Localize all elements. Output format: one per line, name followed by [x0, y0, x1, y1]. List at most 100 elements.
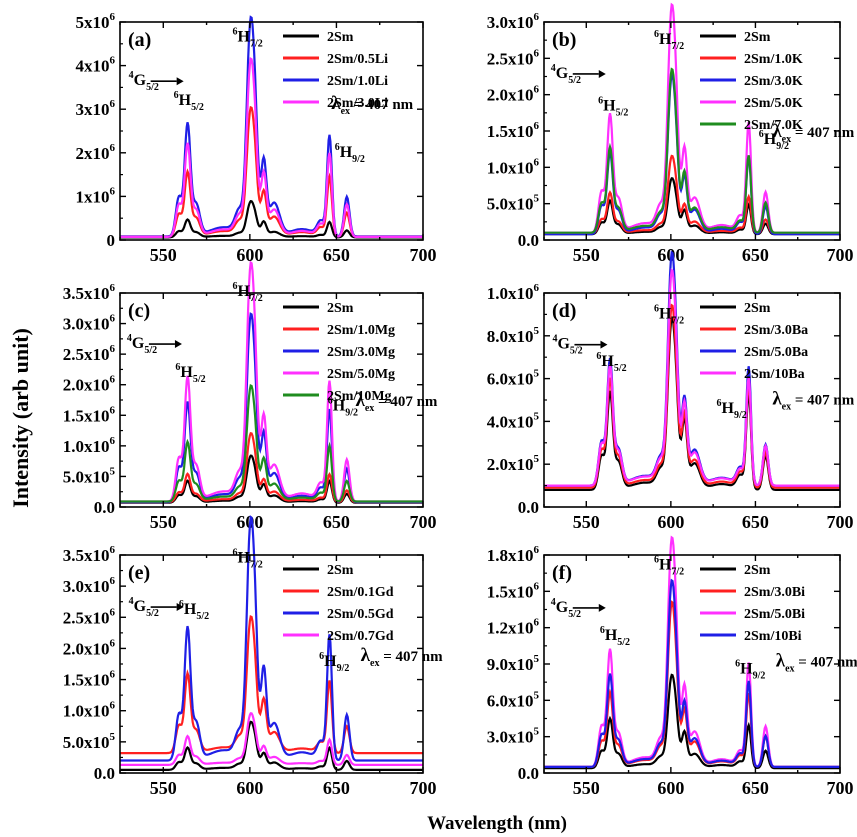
x-axis-label: Wavelength (nm) [427, 813, 567, 834]
legend-entry: 2Sm/10Ba [744, 367, 805, 382]
series-line-1 [120, 105, 423, 238]
legend-entry: 2Sm/5.0Mg [327, 367, 395, 382]
transition-label: 6H5/2 [598, 96, 628, 119]
transition-label: 6H9/2 [335, 142, 365, 165]
series-line-0 [120, 454, 423, 504]
legend-entry: 2Sm/5.0Bi [744, 607, 805, 622]
arrow-head-icon [600, 340, 608, 349]
panel-label: (f) [552, 562, 572, 584]
transition-label: 4G5/2 [129, 596, 159, 619]
y-tick-label: 3.0x106 [63, 313, 116, 334]
legend-entry: 2Sm/5.0Ba [744, 345, 808, 360]
legend-entry: 2Sm [327, 30, 354, 45]
y-tick-label: 0.0 [518, 498, 539, 517]
transition-label: 6H7/2 [233, 281, 263, 304]
y-tick-label: 0.0 [94, 764, 115, 783]
legend-entry: 2Sm/1.0K [744, 52, 803, 67]
y-tick-label: 1.8x106 [487, 544, 540, 565]
panel-label: (e) [128, 562, 150, 584]
x-tick-label: 550 [573, 245, 600, 265]
y-tick-label: 5.0x105 [63, 731, 116, 752]
x-tick-label: 600 [236, 778, 263, 798]
y-tick-label: 1.0x106 [487, 156, 540, 177]
transition-label: 6H7/2 [654, 29, 684, 52]
transition-label: 6H5/2 [175, 362, 205, 385]
y-tick-label: 2.0x105 [487, 453, 540, 474]
y-tick-label: 5x106 [76, 11, 116, 32]
excitation-label: λex = 407 nm [361, 645, 443, 669]
transition-label: 6H7/2 [654, 555, 684, 578]
y-tick-label: 1.5x106 [487, 120, 540, 141]
excitation-label: λex = 407 nm [772, 121, 854, 145]
series-line-3 [120, 712, 423, 766]
series-line-2 [544, 73, 840, 236]
transition-label: 4G5/2 [127, 333, 157, 356]
panel-a: 550 600 650 700 0 1x106 2x106 3x106 4x106 5x106 (a… [76, 11, 437, 265]
y-tick-label: 2x106 [76, 142, 116, 163]
legend-entry: 2Sm/3.0Bi [744, 585, 805, 600]
legend-entry: 2Sm/0.5Li [327, 52, 388, 67]
series-line-3 [544, 268, 840, 487]
excitation-label: λex = 407 nm [331, 93, 413, 117]
panel-c: 550 600 650 7000.05.0x1051.0x1061.5x1062.0x… [63, 260, 438, 532]
series-line-0 [544, 315, 840, 491]
panels-group: 550 600 650 700 0 1x106 2x106 3x106 4x106 5x106 (a… [63, 2, 857, 798]
series-line-1 [120, 615, 423, 755]
y-tick-label: 2.5x106 [487, 47, 540, 68]
legend-entry: 2Sm/1.0Li [327, 74, 388, 89]
y-tick-label: 0.0 [94, 498, 115, 517]
arrow-head-icon [176, 603, 184, 612]
transition-label: 6H9/2 [717, 398, 747, 421]
y-tick-label: 8.0x105 [487, 325, 540, 346]
legend-entry: 2Sm/0.7Gd [327, 629, 394, 644]
y-tick-label: 1.5x106 [487, 580, 540, 601]
x-tick-label: 600 [657, 512, 684, 532]
legend-entry: 2Sm [327, 563, 354, 578]
arrow-head-icon [174, 340, 182, 349]
x-tick-label: 650 [323, 512, 350, 532]
legend-entry: 2Sm/10Bi [744, 629, 802, 644]
series-line-1 [544, 154, 840, 235]
y-tick-label: 9.0x105 [487, 653, 540, 674]
transition-label: 6H5/2 [174, 90, 204, 113]
y-tick-label: 6.0x105 [487, 689, 540, 710]
series-line-1 [544, 600, 840, 768]
y-tick-label: 1.5x106 [63, 669, 116, 690]
excitation-label: λex = 407 nm [355, 390, 437, 414]
transition-label: 6H7/2 [233, 547, 263, 570]
legend-entry: 2Sm/3.0Ba [744, 323, 808, 338]
panel-label: (b) [552, 29, 576, 51]
x-tick-label: 550 [150, 778, 177, 798]
series-line-3 [120, 57, 423, 238]
legend-entry: 2Sm/5.0K [744, 96, 803, 111]
y-tick-label: 2.5x106 [63, 343, 116, 364]
x-tick-label: 700 [410, 778, 437, 798]
y-tick-label: 0.0 [518, 764, 539, 783]
y-tick-label: 1.5x106 [63, 404, 116, 425]
legend-entry: 2Sm/3.0K [744, 74, 803, 89]
y-tick-label: 0 [107, 231, 116, 250]
y-tick-label: 2.5x106 [63, 606, 116, 627]
series-line-1 [544, 303, 840, 489]
series-line-0 [544, 177, 840, 236]
transition-label: 4G5/2 [551, 597, 581, 620]
transition-label: 4G5/2 [551, 63, 581, 86]
transition-label: 6H9/2 [759, 129, 789, 152]
series-line-4 [544, 67, 840, 234]
x-tick-label: 650 [742, 512, 769, 532]
legend-entry: 2Sm [327, 301, 354, 316]
x-tick-label: 550 [573, 512, 600, 532]
x-tick-label: 650 [323, 245, 350, 265]
x-tick-label: 650 [742, 245, 769, 265]
y-tick-label: 2.0x106 [63, 637, 116, 658]
y-tick-label: 3.5x106 [63, 282, 116, 303]
y-tick-label: 1.0x106 [487, 282, 540, 303]
series-line-0 [544, 673, 840, 770]
arrow-head-icon [176, 77, 184, 86]
y-tick-label: 0.0 [518, 231, 539, 250]
x-tick-label: 550 [150, 512, 177, 532]
transition-label: 6H7/2 [654, 304, 684, 327]
legend-entry: 2Sm [744, 30, 771, 45]
x-tick-label: 650 [742, 778, 769, 798]
y-tick-label: 1.2x106 [487, 617, 540, 638]
